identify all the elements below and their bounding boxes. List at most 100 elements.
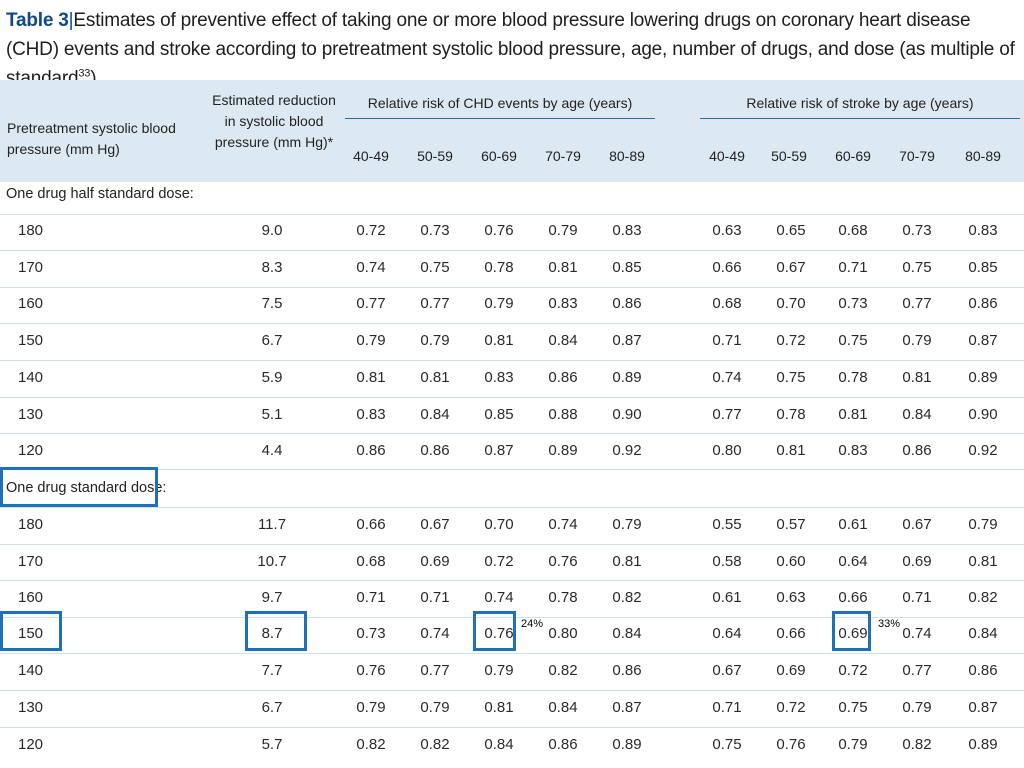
highlight-box-sbp-150 bbox=[0, 611, 62, 651]
cell-reduction: 4.4 bbox=[261, 442, 283, 459]
cell-stroke-60-69: 0.75 bbox=[838, 332, 868, 349]
cell-chd-80-89: 0.90 bbox=[612, 406, 642, 423]
cell-sbp: 170 bbox=[18, 553, 44, 570]
cell-stroke-80-89: 0.89 bbox=[968, 369, 998, 386]
chd-group-underline bbox=[345, 118, 655, 119]
cell-stroke-40-49: 0.77 bbox=[712, 406, 742, 423]
cell-chd-80-89: 0.81 bbox=[612, 553, 642, 570]
table-header-band bbox=[0, 80, 1024, 182]
cell-chd-80-89: 0.86 bbox=[612, 662, 642, 679]
title-separator: | bbox=[68, 10, 74, 31]
cell-stroke-40-49: 0.58 bbox=[712, 553, 742, 570]
cell-reduction: 10.7 bbox=[257, 553, 287, 570]
cell-stroke-80-89: 0.81 bbox=[968, 553, 998, 570]
cell-sbp: 120 bbox=[18, 442, 44, 459]
chd-age-70-79: 70-79 bbox=[545, 148, 581, 164]
cell-stroke-50-59: 0.63 bbox=[776, 589, 806, 606]
cell-stroke-40-49: 0.63 bbox=[712, 222, 742, 239]
cell-stroke-40-49: 0.74 bbox=[712, 369, 742, 386]
cell-stroke-50-59: 0.81 bbox=[776, 442, 806, 459]
cell-stroke-70-79: 0.79 bbox=[902, 332, 932, 349]
cell-chd-70-79: 0.80 bbox=[548, 625, 578, 642]
cell-reduction: 5.1 bbox=[261, 406, 283, 423]
row-divider bbox=[0, 544, 1024, 545]
cell-chd-40-49: 0.77 bbox=[356, 295, 386, 312]
cell-stroke-50-59: 0.72 bbox=[776, 332, 806, 349]
cell-chd-40-49: 0.73 bbox=[356, 625, 386, 642]
cell-stroke-80-89: 0.84 bbox=[968, 625, 998, 642]
cell-chd-70-79: 0.81 bbox=[548, 259, 578, 276]
cell-chd-50-59: 0.71 bbox=[420, 589, 450, 606]
cell-stroke-70-79: 0.71 bbox=[902, 589, 932, 606]
cell-chd-70-79: 0.76 bbox=[548, 553, 578, 570]
cell-chd-60-69: 0.81 bbox=[484, 332, 514, 349]
cell-chd-50-59: 0.67 bbox=[420, 516, 450, 533]
cell-stroke-60-69: 0.79 bbox=[838, 736, 868, 753]
cell-chd-80-89: 0.83 bbox=[612, 222, 642, 239]
cell-chd-60-69: 0.78 bbox=[484, 259, 514, 276]
highlight-box-reduction-8-7 bbox=[245, 611, 307, 651]
cell-reduction: 7.5 bbox=[261, 295, 283, 312]
cell-chd-40-49: 0.66 bbox=[356, 516, 386, 533]
header-pretreatment-sbp: Pretreatment systolic blood pressure (mm… bbox=[7, 120, 176, 157]
cell-stroke-80-89: 0.90 bbox=[968, 406, 998, 423]
cell-chd-40-49: 0.86 bbox=[356, 442, 386, 459]
cell-stroke-60-69: 0.83 bbox=[838, 442, 868, 459]
cell-stroke-80-89: 0.87 bbox=[968, 699, 998, 716]
cell-stroke-70-79: 0.69 bbox=[902, 553, 932, 570]
cell-chd-60-69: 0.85 bbox=[484, 406, 514, 423]
cell-stroke-40-49: 0.67 bbox=[712, 662, 742, 679]
cell-stroke-40-49: 0.55 bbox=[712, 516, 742, 533]
cell-stroke-40-49: 0.61 bbox=[712, 589, 742, 606]
cell-chd-40-49: 0.82 bbox=[356, 736, 386, 753]
section-title: One drug half standard dose: bbox=[6, 186, 194, 202]
cell-chd-70-79: 0.86 bbox=[548, 369, 578, 386]
cell-chd-40-49: 0.72 bbox=[356, 222, 386, 239]
cell-chd-50-59: 0.79 bbox=[420, 699, 450, 716]
cell-stroke-60-69: 0.61 bbox=[838, 516, 868, 533]
row-divider bbox=[0, 250, 1024, 251]
chd-age-60-69: 60-69 bbox=[481, 148, 517, 164]
table-title: Table 3|Estimates of preventive effect o… bbox=[6, 6, 1018, 93]
cell-chd-60-69: 0.70 bbox=[484, 516, 514, 533]
cell-stroke-50-59: 0.70 bbox=[776, 295, 806, 312]
stroke-age-60-69: 60-69 bbox=[835, 148, 871, 164]
cell-sbp: 150 bbox=[18, 332, 44, 349]
header-stroke-group: Relative risk of stroke by age (years) bbox=[746, 95, 974, 111]
cell-chd-60-69: 0.72 bbox=[484, 553, 514, 570]
cell-reduction: 7.7 bbox=[261, 662, 283, 679]
row-divider bbox=[0, 653, 1024, 654]
cell-chd-80-89: 0.87 bbox=[612, 332, 642, 349]
cell-sbp: 150 bbox=[18, 625, 44, 642]
cell-stroke-60-69: 0.71 bbox=[838, 259, 868, 276]
cell-stroke-80-89: 0.82 bbox=[968, 589, 998, 606]
cell-stroke-50-59: 0.65 bbox=[776, 222, 806, 239]
cell-chd-40-49: 0.79 bbox=[356, 699, 386, 716]
cell-stroke-60-69: 0.66 bbox=[838, 589, 868, 606]
cell-reduction: 6.7 bbox=[261, 332, 283, 349]
cell-stroke-40-49: 0.64 bbox=[712, 625, 742, 642]
cell-stroke-60-69: 0.78 bbox=[838, 369, 868, 386]
cell-chd-70-79: 0.84 bbox=[548, 699, 578, 716]
cell-chd-70-79: 0.74 bbox=[548, 516, 578, 533]
cell-stroke-70-79: 0.77 bbox=[902, 295, 932, 312]
cell-chd-60-69: 0.79 bbox=[484, 662, 514, 679]
row-divider bbox=[0, 433, 1024, 434]
cell-stroke-40-49: 0.66 bbox=[712, 259, 742, 276]
cell-stroke-80-89: 0.83 bbox=[968, 222, 998, 239]
cell-reduction: 6.7 bbox=[261, 699, 283, 716]
cell-chd-50-59: 0.77 bbox=[420, 295, 450, 312]
cell-reduction: 11.7 bbox=[257, 516, 287, 533]
cell-chd-60-69: 0.81 bbox=[484, 699, 514, 716]
cell-chd-50-59: 0.86 bbox=[420, 442, 450, 459]
header-chd-group: Relative risk of CHD events by age (year… bbox=[367, 95, 633, 111]
row-divider bbox=[0, 323, 1024, 324]
cell-stroke-70-79: 0.67 bbox=[902, 516, 932, 533]
cell-reduction: 5.7 bbox=[261, 736, 283, 753]
row-divider bbox=[0, 507, 1024, 508]
row-divider bbox=[0, 214, 1024, 215]
cell-chd-50-59: 0.79 bbox=[420, 332, 450, 349]
cell-chd-80-89: 0.89 bbox=[612, 736, 642, 753]
cell-stroke-80-89: 0.87 bbox=[968, 332, 998, 349]
cell-stroke-50-59: 0.57 bbox=[776, 516, 806, 533]
